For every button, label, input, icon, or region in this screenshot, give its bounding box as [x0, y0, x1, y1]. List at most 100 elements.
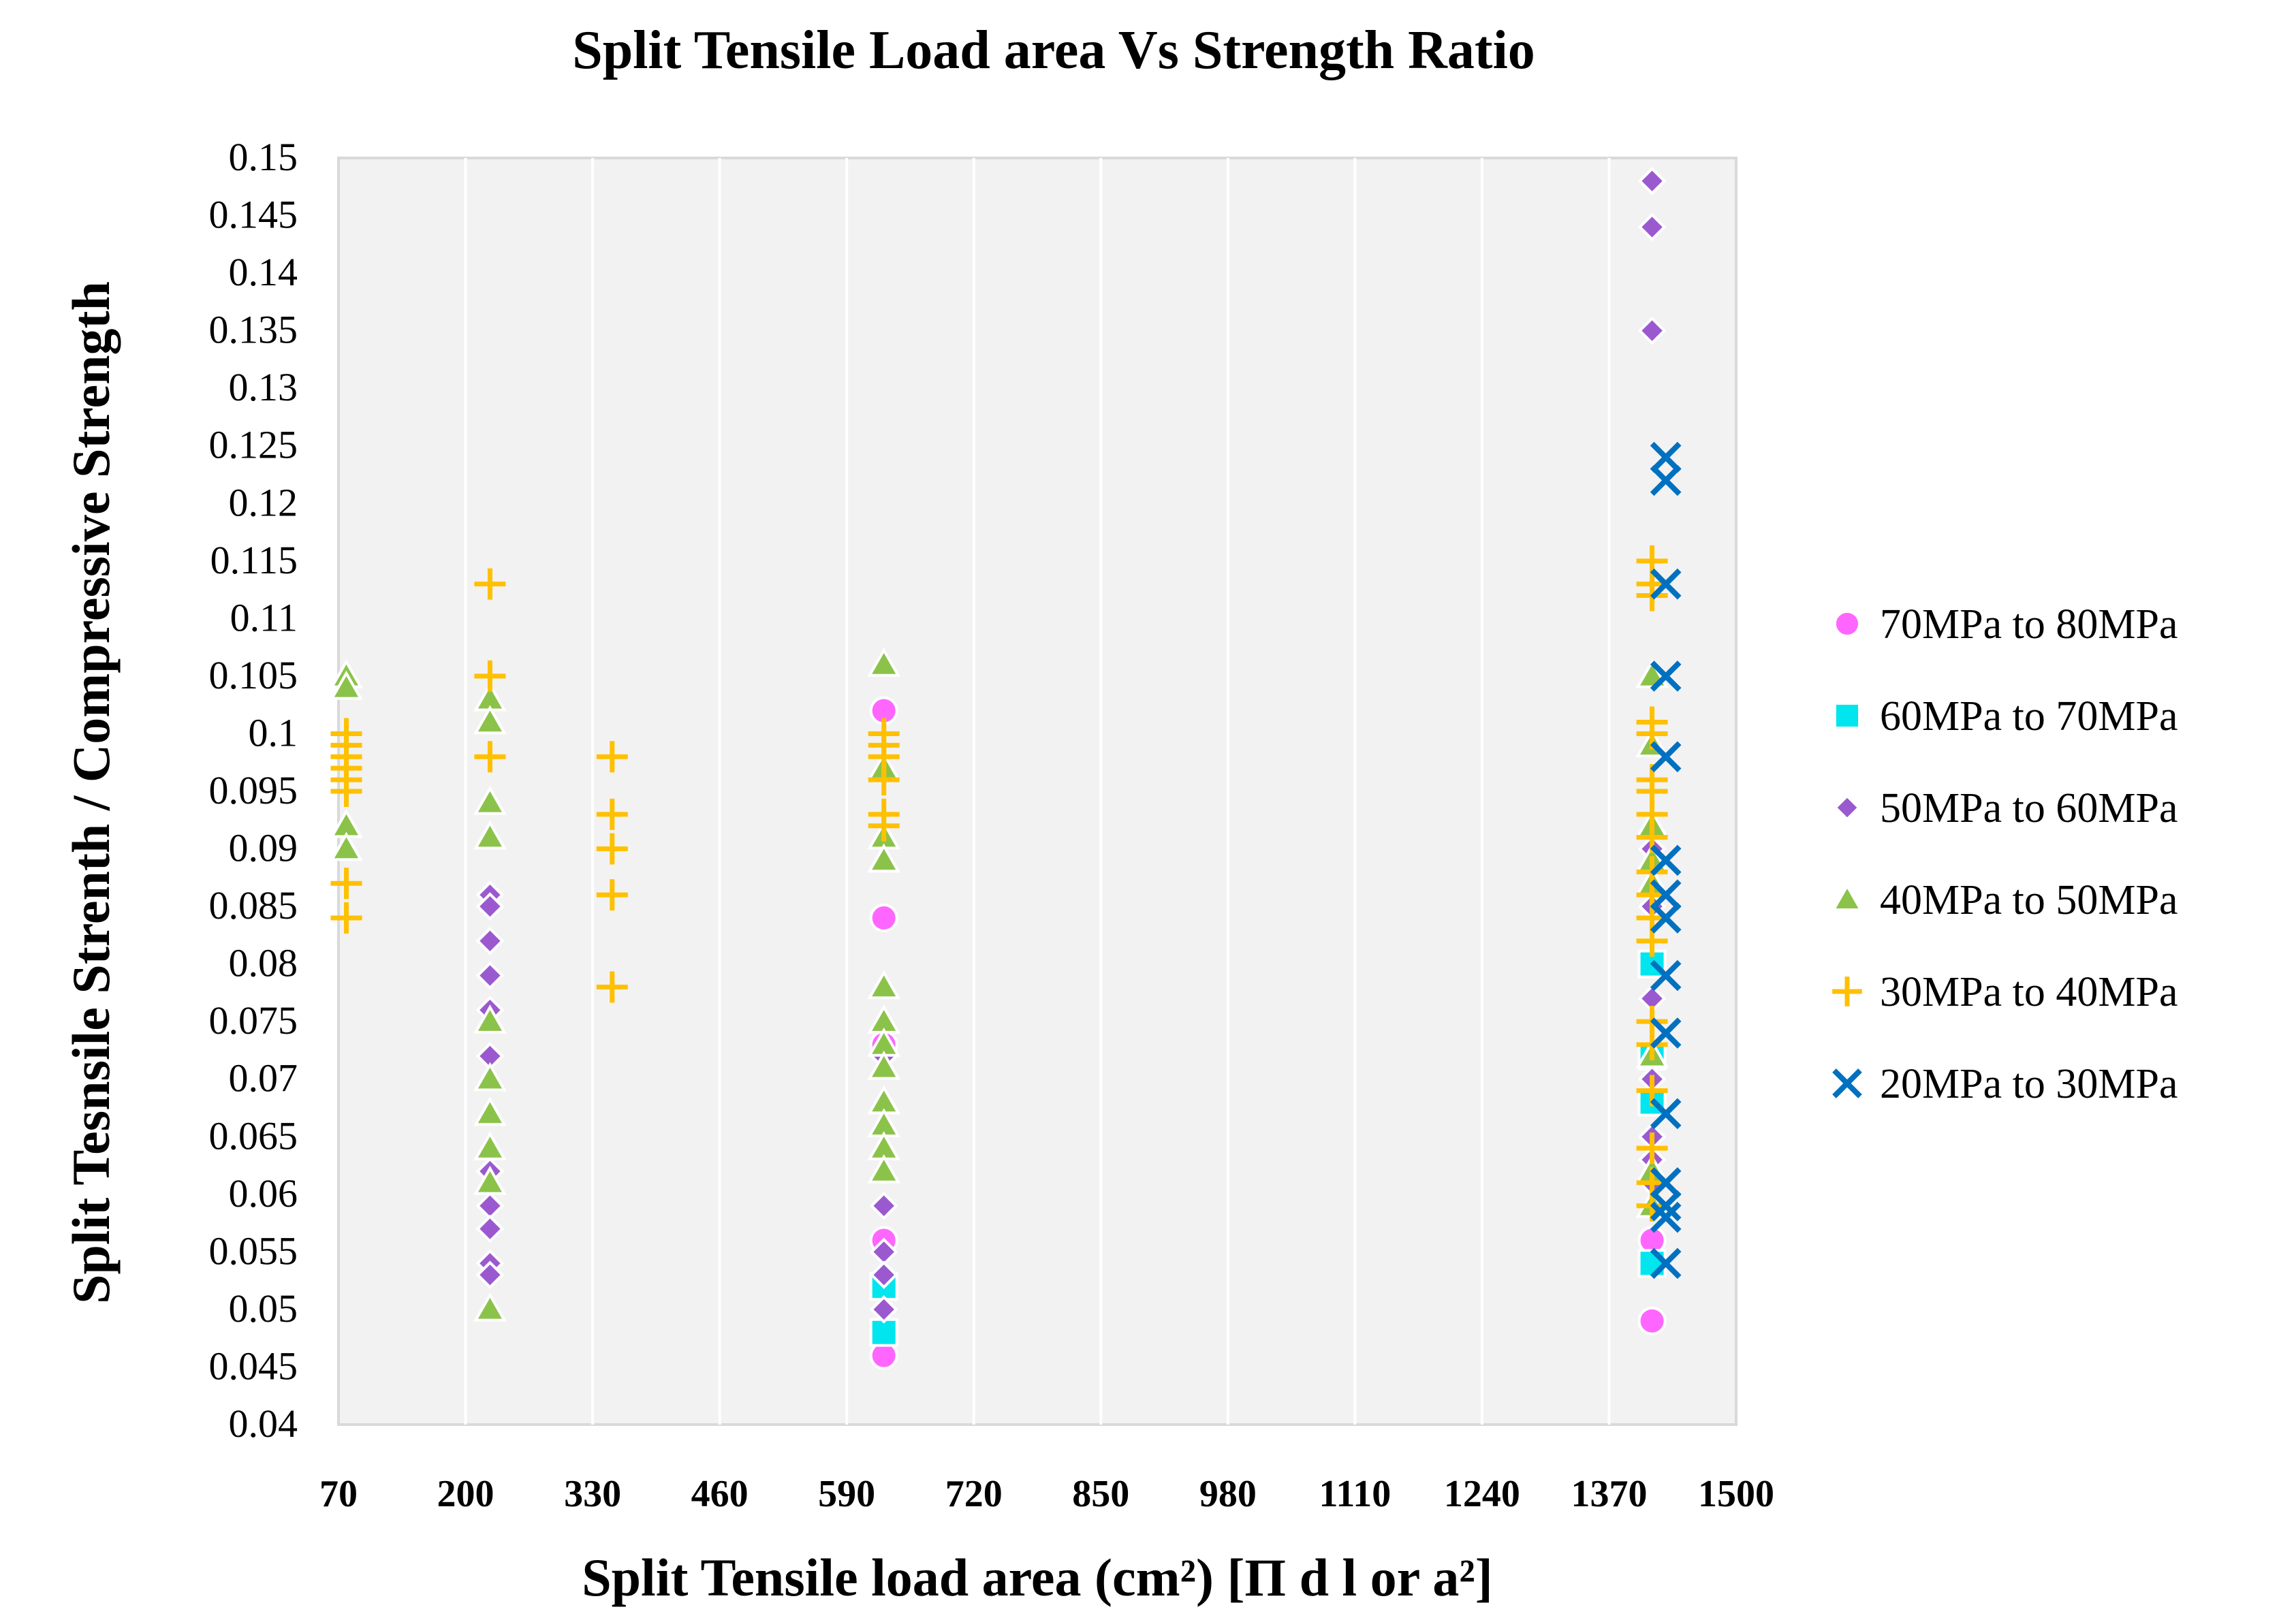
data-point: [1650, 464, 1682, 496]
data-point: [1650, 1167, 1682, 1198]
data-point: [473, 1131, 507, 1160]
data-point: [596, 741, 628, 773]
x-tick-label: 200: [437, 1473, 494, 1515]
data-point: [868, 764, 900, 796]
data-point: [473, 1165, 507, 1195]
data-point: [475, 1260, 505, 1290]
x-tick-label: 1110: [1319, 1473, 1391, 1515]
data-point: [473, 1004, 507, 1034]
x-tick-label: 590: [818, 1473, 875, 1515]
legend: 70MPa to 80MPa 60MPa to 70MPa 50MPa to 60M…: [1831, 601, 2177, 1107]
data-point: [475, 926, 505, 955]
data-point: [330, 831, 363, 861]
data-point: [867, 647, 901, 677]
x-tick-label: 980: [1199, 1473, 1257, 1515]
series-5: [1650, 441, 1682, 1280]
data-point: [473, 785, 507, 815]
x-tick-label: 1240: [1444, 1473, 1520, 1515]
data-points: [330, 166, 1682, 1370]
data-point: [1636, 1132, 1668, 1164]
data-point: [473, 1292, 507, 1322]
data-point: [867, 1050, 901, 1080]
y-tick-label: 0.06: [229, 1171, 298, 1216]
y-tick-label: 0.15: [229, 135, 298, 179]
data-point: [867, 970, 901, 1000]
data-point: [596, 971, 628, 1003]
x-tick-label: 70: [319, 1473, 358, 1515]
data-point: [867, 1154, 901, 1184]
gridlines: [464, 158, 1611, 1425]
y-tick-label: 0.04: [229, 1401, 298, 1446]
legend-label: 20MPa to 30MPa: [1880, 1061, 2177, 1107]
y-tick-label: 0.065: [209, 1113, 298, 1158]
legend-marker: [1833, 609, 1861, 638]
data-point: [1650, 959, 1682, 991]
legend-label: 40MPa to 50MPa: [1880, 877, 2177, 923]
data-point: [1650, 1098, 1682, 1130]
legend-marker: [1832, 976, 1862, 1006]
data-point: [596, 833, 628, 865]
data-point: [473, 1062, 507, 1092]
y-tick-label: 0.125: [209, 423, 298, 467]
y-tick-label: 0.13: [229, 365, 298, 409]
legend-marker: [1834, 794, 1861, 821]
data-point: [596, 879, 628, 911]
x-tick-label: 1500: [1698, 1473, 1774, 1515]
legend-marker: [1833, 701, 1861, 730]
data-point: [868, 810, 900, 842]
legend-label: 70MPa to 80MPa: [1880, 601, 2177, 648]
data-point: [1637, 1306, 1667, 1335]
data-point: [1637, 166, 1667, 195]
data-point: [1637, 1249, 1667, 1278]
data-point: [330, 868, 362, 900]
data-point: [1650, 661, 1682, 692]
data-point: [1650, 1190, 1682, 1222]
legend-marker: [1831, 883, 1863, 911]
y-tick-label: 0.085: [209, 883, 298, 927]
data-point: [1650, 441, 1682, 473]
y-tick-label: 0.05: [229, 1286, 298, 1331]
data-point: [1650, 741, 1682, 773]
y-tick-label: 0.12: [229, 480, 298, 524]
chart-title: Split Tensile Load area Vs Strength Rati…: [572, 20, 1535, 80]
x-tick-label: 850: [1072, 1473, 1129, 1515]
data-point: [330, 776, 362, 807]
y-tick-label: 0.045: [209, 1344, 298, 1388]
y-tick-labels: 0.04 0.045 0.05 0.055 0.06 0.065 0.07 0.075 0.08…: [209, 135, 298, 1446]
x-tick-labels: 70 200 330 460 590 720 850 980 1110 1240 1370 1500: [319, 1473, 1774, 1515]
x-tick-label: 330: [564, 1473, 621, 1515]
data-point: [474, 741, 506, 773]
data-point: [867, 843, 901, 873]
x-tick-label: 720: [945, 1473, 1003, 1515]
y-tick-label: 0.055: [209, 1228, 298, 1273]
data-point: [1650, 1017, 1682, 1049]
x-tick-label: 1370: [1571, 1473, 1647, 1515]
y-axis-title: Split Tesnsile Strenth / Compressive Str…: [61, 281, 121, 1304]
data-point: [869, 1260, 898, 1290]
y-tick-label: 0.075: [209, 998, 298, 1043]
data-point: [596, 798, 628, 830]
data-point: [869, 1191, 898, 1220]
legend-label: 30MPa to 40MPa: [1880, 969, 2177, 1015]
y-tick-label: 0.09: [229, 826, 298, 870]
series-3: [330, 647, 1669, 1322]
data-point: [1650, 1201, 1682, 1233]
y-tick-label: 0.105: [209, 653, 298, 697]
data-point: [474, 568, 506, 600]
y-tick-label: 0.14: [229, 250, 298, 294]
data-point: [1650, 902, 1682, 934]
legend-marker: [1832, 1068, 1862, 1098]
legend-label: 50MPa to 60MPa: [1880, 785, 2177, 831]
data-point: [1650, 844, 1682, 876]
data-point: [475, 892, 505, 921]
y-tick-label: 0.145: [209, 193, 298, 237]
x-tick-label: 460: [691, 1473, 749, 1515]
y-tick-label: 0.08: [229, 941, 298, 985]
y-tick-label: 0.135: [209, 308, 298, 352]
y-tick-label: 0.095: [209, 768, 298, 812]
data-point: [869, 904, 898, 932]
data-point: [1650, 1248, 1682, 1280]
y-tick-label: 0.1: [249, 710, 298, 755]
data-point: [473, 705, 507, 735]
